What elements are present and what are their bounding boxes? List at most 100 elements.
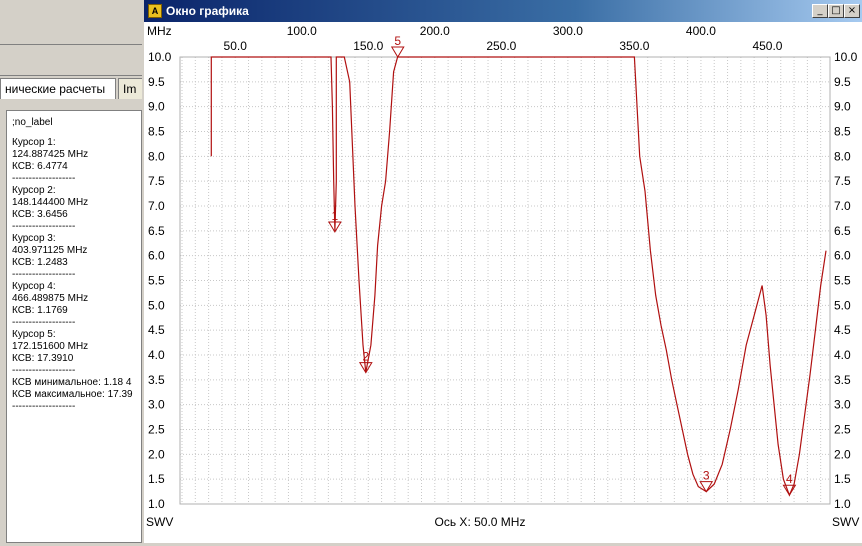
swr-series-line — [210, 56, 827, 497]
cursor-marker — [390, 46, 405, 58]
y-tick-label-right: 1.5 — [834, 472, 851, 486]
y-tick-label-left: 3.0 — [148, 398, 165, 412]
y-tick-label-left: 9.5 — [148, 75, 165, 89]
info-line: ------------------- — [12, 365, 76, 376]
info-line: 466.489875 MHz — [12, 293, 89, 304]
left-tabs: нические расчеты Im — [0, 78, 144, 100]
info-line: Курсор 2: — [12, 185, 56, 196]
y-tick-label-left: 8.5 — [148, 125, 165, 139]
y-tick-label-right: 1.0 — [834, 497, 851, 511]
x-tick-label-top: 300.0 — [553, 24, 583, 38]
y-tick-label-left: 5.5 — [148, 274, 165, 288]
cursor-marker-label: 1 — [332, 209, 339, 223]
left-pane: нические расчеты Im ;no_label Курсор 1: 12… — [0, 0, 144, 543]
cursor-marker-label: 3 — [703, 469, 710, 483]
y-tick-label-left: 5.0 — [148, 298, 165, 312]
info-line: ------------------- — [12, 173, 76, 184]
x-tick-label-top: 400.0 — [686, 24, 716, 38]
info-line: ------------------- — [12, 317, 76, 328]
y-tick-label-right: 3.5 — [834, 373, 851, 387]
y-tick-label-right: 2.5 — [834, 423, 851, 437]
x-unit-label: MHz — [147, 24, 172, 38]
info-line: Курсор 5: — [12, 329, 56, 340]
left-toolbar-strip-2 — [0, 45, 142, 76]
y-tick-label-right: 2.0 — [834, 447, 851, 461]
y-tick-label-left: 1.5 — [148, 472, 165, 486]
cursor-marker — [699, 481, 714, 493]
x-tick-label-bottom: 250.0 — [486, 39, 516, 53]
tab-im[interactable]: Im — [118, 78, 144, 99]
y-tick-label-right: 6.5 — [834, 224, 851, 238]
info-line: 124.887425 MHz — [12, 149, 89, 160]
info-line: ;no_label — [12, 117, 53, 128]
tab-technical-calculations[interactable]: нические расчеты — [0, 78, 116, 99]
cursor-marker-label: 2 — [362, 350, 369, 364]
y-tick-label-left: 3.5 — [148, 373, 165, 387]
y-tick-label-right: 4.0 — [834, 348, 851, 362]
cursor-marker — [782, 484, 797, 497]
info-line: Курсор 3: — [12, 233, 56, 244]
info-line: КСВ: 1.1769 — [12, 305, 68, 316]
y-tick-label-left: 2.0 — [148, 447, 165, 461]
minimize-button[interactable]: _ — [812, 4, 828, 18]
x-tick-label-top: 200.0 — [420, 24, 450, 38]
y-tick-label-left: 2.5 — [148, 423, 165, 437]
cursor-marker — [358, 362, 373, 374]
info-line: ------------------- — [12, 401, 76, 412]
app-icon: A — [148, 4, 162, 18]
chart-window: A Окно графика _ □ × 1.0 1.0 1.5 1.5 2.0 2.0 2… — [142, 0, 862, 543]
left-toolbar-strip — [0, 22, 142, 45]
info-line: ------------------- — [12, 221, 76, 232]
y-tick-label-right: 7.0 — [834, 199, 851, 213]
info-line: ------------------- — [12, 269, 76, 280]
y-tick-label-right: 10.0 — [834, 50, 858, 64]
maximize-button[interactable]: □ — [828, 4, 844, 18]
y-tick-label-left: 6.0 — [148, 249, 165, 263]
info-line: КСВ: 17.3910 — [12, 353, 74, 364]
y-tick-label-right: 5.5 — [834, 274, 851, 288]
info-line: Курсор 4: — [12, 281, 56, 292]
info-line: Курсор 1: — [12, 137, 56, 148]
cursor-marker-label: 4 — [786, 472, 793, 486]
y-tick-label-right: 7.5 — [834, 174, 851, 188]
window-title: Окно графика — [166, 4, 249, 18]
info-line: КСВ: 3.6456 — [12, 209, 68, 220]
y-unit-label-left: SWV — [146, 515, 173, 529]
chart-area[interactable]: 1.0 1.0 1.5 1.5 2.0 2.0 2.5 2.5 3.0 3.0 3.5 3.5 4.0 4… — [144, 22, 862, 543]
cursor-marker — [327, 221, 342, 233]
y-tick-label-left: 7.0 — [148, 199, 165, 213]
info-line: 172.151600 MHz — [12, 341, 89, 352]
y-tick-label-right: 3.0 — [834, 398, 851, 412]
info-line — [12, 129, 141, 137]
y-tick-label-right: 5.0 — [834, 298, 851, 312]
y-tick-label-left: 4.0 — [148, 348, 165, 362]
x-tick-label-bottom: 150.0 — [353, 39, 383, 53]
y-tick-label-left: 10.0 — [148, 50, 172, 64]
cursor-marker-label: 5 — [394, 34, 401, 48]
y-tick-label-right: 6.0 — [834, 249, 851, 263]
y-tick-label-right: 4.5 — [834, 323, 851, 337]
y-tick-label-right: 9.5 — [834, 75, 851, 89]
y-tick-label-left: 9.0 — [148, 100, 165, 114]
y-tick-label-left: 4.5 — [148, 323, 165, 337]
y-tick-label-right: 8.5 — [834, 125, 851, 139]
info-line: КСВ: 6.4774 — [12, 161, 68, 172]
close-button[interactable]: × — [844, 4, 860, 18]
x-tick-label-bottom: 450.0 — [752, 39, 782, 53]
x-position-readout: Ось X: 50.0 MHz — [435, 515, 526, 529]
y-tick-label-right: 9.0 — [834, 100, 851, 114]
window-titlebar[interactable]: A Окно графика _ □ × — [144, 0, 862, 22]
info-line: 148.144400 MHz — [12, 197, 89, 208]
y-tick-label-right: 8.0 — [834, 149, 851, 163]
y-unit-label-right: SWV — [832, 515, 859, 529]
x-tick-label-top: 100.0 — [287, 24, 317, 38]
y-tick-label-left: 6.5 — [148, 224, 165, 238]
info-line: 403.971125 MHz — [12, 245, 88, 256]
swr-chart[interactable]: 1.0 1.0 1.5 1.5 2.0 2.0 2.5 2.5 3.0 3.0 3.5 3.5 4.0 4… — [144, 22, 862, 543]
y-tick-label-left: 7.5 — [148, 174, 165, 188]
info-line: КСВ: 1.2483 — [12, 257, 68, 268]
info-line: КСВ максимальное: 17.39 — [12, 389, 133, 400]
y-tick-label-left: 1.0 — [148, 497, 165, 511]
x-tick-label-bottom: 50.0 — [224, 39, 248, 53]
y-tick-label-left: 8.0 — [148, 149, 165, 163]
